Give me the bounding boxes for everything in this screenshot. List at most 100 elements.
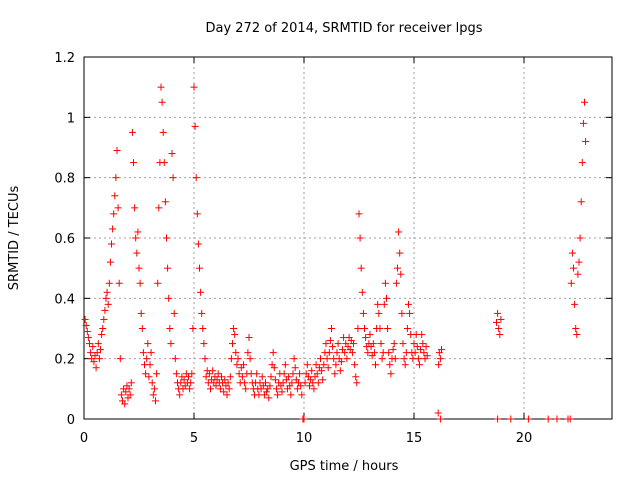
data-point (214, 370, 222, 378)
data-point (105, 279, 113, 287)
data-point (262, 379, 269, 387)
data-point (296, 370, 304, 378)
data-point (566, 415, 574, 423)
data-point (130, 159, 137, 167)
data-point (131, 204, 139, 212)
data-point (98, 331, 106, 339)
data-point (381, 279, 389, 287)
data-point (106, 258, 114, 266)
data-point (298, 391, 306, 399)
data-point (220, 388, 228, 396)
data-point (167, 340, 175, 348)
data-point (352, 373, 360, 381)
data-point (571, 300, 579, 308)
data-point (185, 373, 192, 381)
data-point (278, 388, 286, 396)
data-point (387, 370, 395, 378)
data-point (99, 325, 107, 332)
data-point (172, 370, 180, 378)
data-point (165, 294, 173, 302)
data-point (391, 355, 399, 363)
data-point (384, 325, 392, 332)
x-tick-label: 10 (296, 431, 313, 446)
data-point (372, 361, 379, 369)
data-point (111, 192, 119, 200)
data-point (392, 279, 400, 287)
data-point (290, 355, 298, 363)
data-point (313, 370, 321, 378)
data-point (401, 361, 409, 369)
data-point (244, 349, 252, 357)
data-point (83, 328, 91, 336)
data-point (116, 355, 124, 363)
data-point (416, 361, 423, 369)
data-point (494, 309, 502, 317)
data-point (573, 331, 581, 339)
data-point (389, 346, 397, 354)
data-point (320, 361, 328, 369)
data-point (103, 288, 111, 296)
x-tick-label: 5 (190, 431, 198, 446)
data-point (576, 234, 584, 242)
data-point (324, 364, 332, 372)
data-point (191, 122, 199, 130)
data-point (553, 415, 561, 423)
data-point (312, 361, 320, 369)
y-tick-label: 1 (67, 111, 75, 126)
data-point (171, 355, 179, 363)
data-point (95, 355, 103, 363)
data-point (318, 367, 326, 375)
data-point (314, 379, 322, 387)
data-point (192, 174, 200, 182)
data-point (403, 325, 411, 332)
data-point (350, 340, 357, 348)
data-point (390, 340, 398, 348)
chart-title: Day 272 of 2014, SRMTID for receiver lpg… (205, 21, 482, 36)
data-point (265, 394, 273, 402)
data-point (386, 361, 394, 369)
data-point (419, 340, 427, 348)
data-point (405, 300, 412, 308)
data-point (147, 349, 155, 357)
data-point (125, 385, 133, 393)
data-point (354, 325, 362, 332)
data-point (160, 159, 168, 167)
data-point (325, 349, 333, 357)
data-point (189, 325, 197, 332)
data-point (413, 343, 421, 351)
data-point (374, 300, 382, 308)
data-point (358, 288, 366, 296)
data-point (115, 279, 123, 287)
data-point (230, 325, 238, 332)
data-point (177, 379, 185, 387)
data-point (293, 385, 301, 393)
data-point (226, 373, 234, 381)
data-point (133, 249, 141, 257)
data-point (417, 346, 425, 354)
y-tick-label: 0 (67, 413, 75, 428)
data-point (287, 391, 295, 399)
data-point (127, 379, 135, 387)
data-point (90, 358, 98, 366)
data-point (263, 388, 271, 396)
data-point (364, 349, 372, 357)
data-point (223, 391, 231, 399)
data-point (229, 340, 236, 348)
data-point (266, 382, 274, 390)
data-point (169, 174, 177, 182)
data-point (297, 382, 305, 390)
data-point (227, 355, 235, 363)
data-point (242, 385, 250, 393)
data-point (170, 309, 178, 317)
data-point (145, 373, 153, 381)
data-point (267, 373, 275, 381)
data-point (436, 355, 444, 363)
data-point (258, 373, 266, 381)
data-point (328, 325, 335, 332)
data-points (81, 83, 590, 423)
data-point (234, 355, 242, 363)
data-point (87, 349, 95, 357)
data-point (332, 361, 340, 369)
data-point (136, 279, 144, 287)
